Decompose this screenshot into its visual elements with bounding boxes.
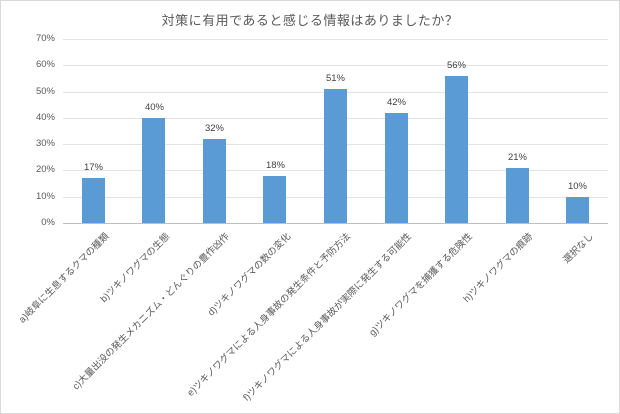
bar — [263, 176, 286, 223]
gridline — [63, 65, 608, 66]
bar-value-label: 21% — [507, 152, 527, 163]
y-tick-label: 40% — [35, 112, 55, 123]
y-tick-label: 70% — [35, 33, 55, 44]
bar-value-label: 10% — [567, 181, 587, 192]
x-axis-labels: a)岐阜に生息するクマの種類 b)ツキノワグマの生態 c)大量出没の発生メカニズム・… — [1, 229, 619, 413]
plot-area: 17% 40% 32% 18% 51% 42% 56% 21% 10% — [63, 39, 608, 224]
y-tick-label: 60% — [35, 59, 55, 70]
bar-value-label: 56% — [446, 60, 466, 71]
chart-title: 対策に有用であると感じる情報はありましたか？ — [161, 13, 459, 28]
bar — [506, 168, 529, 223]
bar-value-label: 18% — [265, 160, 285, 171]
x-axis-line — [63, 223, 608, 224]
bar — [445, 76, 468, 223]
bar — [203, 139, 226, 223]
y-tick-label: 10% — [35, 191, 55, 202]
bar-value-label: 32% — [204, 123, 224, 134]
bar-value-label: 40% — [144, 102, 164, 113]
bar — [142, 118, 165, 223]
y-tick-label: 30% — [35, 138, 55, 149]
x-tick-label: a)岐阜に生息するクマの種類 — [16, 231, 111, 326]
y-tick-label: 20% — [35, 164, 55, 175]
bar — [566, 197, 589, 223]
x-tick-label: 選択なし — [561, 231, 596, 266]
y-tick-label: 0% — [41, 217, 55, 228]
bar-value-label: 51% — [325, 73, 345, 84]
y-tick-label: 50% — [35, 86, 55, 97]
bar — [385, 113, 408, 223]
x-tick-label: g)ツキノワグマを捕獲する危険性 — [367, 231, 475, 339]
bar — [82, 178, 105, 223]
bar — [324, 89, 347, 223]
bar-value-label: 17% — [83, 162, 103, 173]
gridline — [63, 39, 608, 40]
bar-value-label: 42% — [386, 97, 406, 108]
